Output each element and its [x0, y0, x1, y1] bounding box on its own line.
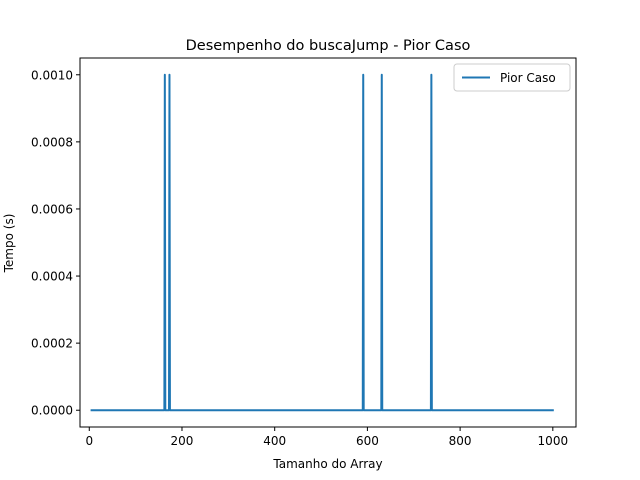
x-tick-label: 600 [356, 434, 379, 448]
y-axis-title: Tempo (s) [2, 214, 16, 274]
plot-area: 0 200 400 600 800 1000 0.0000 0.0002 0.0004 0.000… [31, 57, 577, 448]
x-tick-label: 1000 [538, 434, 569, 448]
chart-title: Desempenho do buscaJump - Pior Caso [186, 38, 471, 54]
y-tick-label: 0.0002 [31, 337, 73, 351]
legend: Pior Caso [453, 63, 571, 92]
y-tick-label: 0.0000 [31, 404, 73, 418]
x-tick-label: 0 [85, 434, 93, 448]
x-axis-title: Tamanho do Array [272, 457, 382, 471]
y-tick-label: 0.0008 [31, 135, 73, 149]
legend-label-0: Pior Caso [500, 71, 556, 85]
y-tick-label: 0.0004 [31, 270, 73, 284]
x-tick-label: 200 [171, 434, 194, 448]
x-tick-label: 400 [263, 434, 286, 448]
y-tick-label: 0.0006 [31, 202, 73, 216]
x-tick-label: 800 [449, 434, 472, 448]
series-line-0 [90, 73, 554, 412]
legend-box [453, 63, 571, 92]
axes-frame [79, 57, 577, 428]
y-tick-label: 0.0010 [31, 68, 73, 82]
